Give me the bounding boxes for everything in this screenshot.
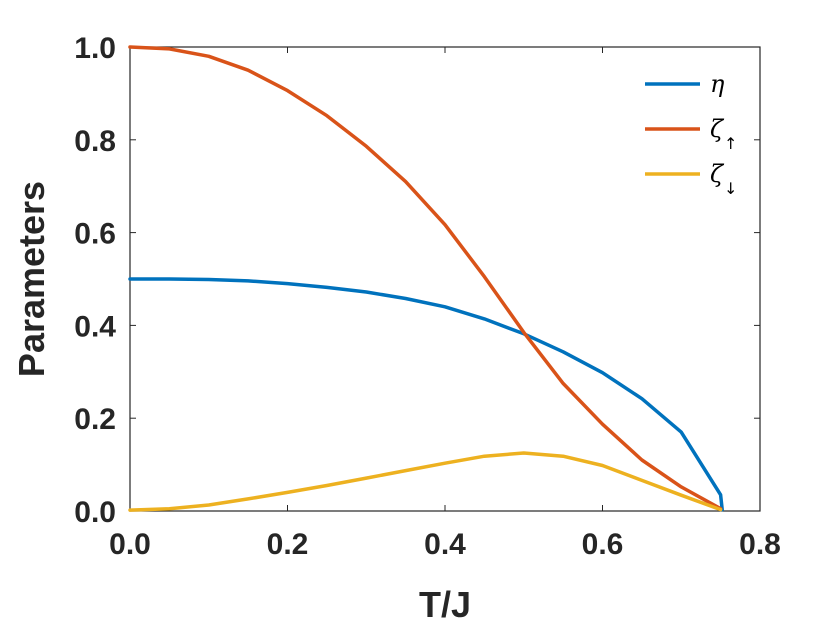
y-tick-label: 0.4 (74, 310, 116, 343)
y-axis-label: Parameters (11, 181, 52, 377)
x-axis-label: T/J (419, 584, 471, 625)
series-lines (128, 45, 724, 512)
x-tick-label: 0.8 (739, 528, 781, 561)
y-tick-label: 0.8 (74, 125, 116, 158)
axis-ticks: 0.0 0.2 0.4 0.6 0.8 0.0 0.2 0.4 0.6 0.8 1.0 (74, 32, 781, 561)
legend-label-2: ζ (710, 160, 725, 188)
legend-subscript-1: ↑ (724, 134, 737, 153)
legend-label-0: η (710, 70, 725, 98)
legend-label-1: ζ (710, 115, 725, 143)
x-tick-label: 0.2 (267, 528, 309, 561)
legend-subscript-2: ↓ (724, 179, 737, 198)
y-tick-label: 0.0 (74, 496, 116, 529)
y-tick-label: 0.2 (74, 403, 116, 436)
series-line-0 (128, 277, 724, 512)
y-tick-label: 0.6 (74, 218, 116, 251)
x-tick-label: 0.4 (424, 528, 466, 561)
y-tick-label: 1.0 (74, 32, 116, 65)
x-tick-label: 0.6 (582, 528, 624, 561)
series-line-1 (128, 45, 723, 511)
legend: ηζ↑ζ↓ (645, 70, 737, 198)
x-tick-label: 0.0 (109, 528, 151, 561)
series-line-2 (128, 451, 723, 512)
